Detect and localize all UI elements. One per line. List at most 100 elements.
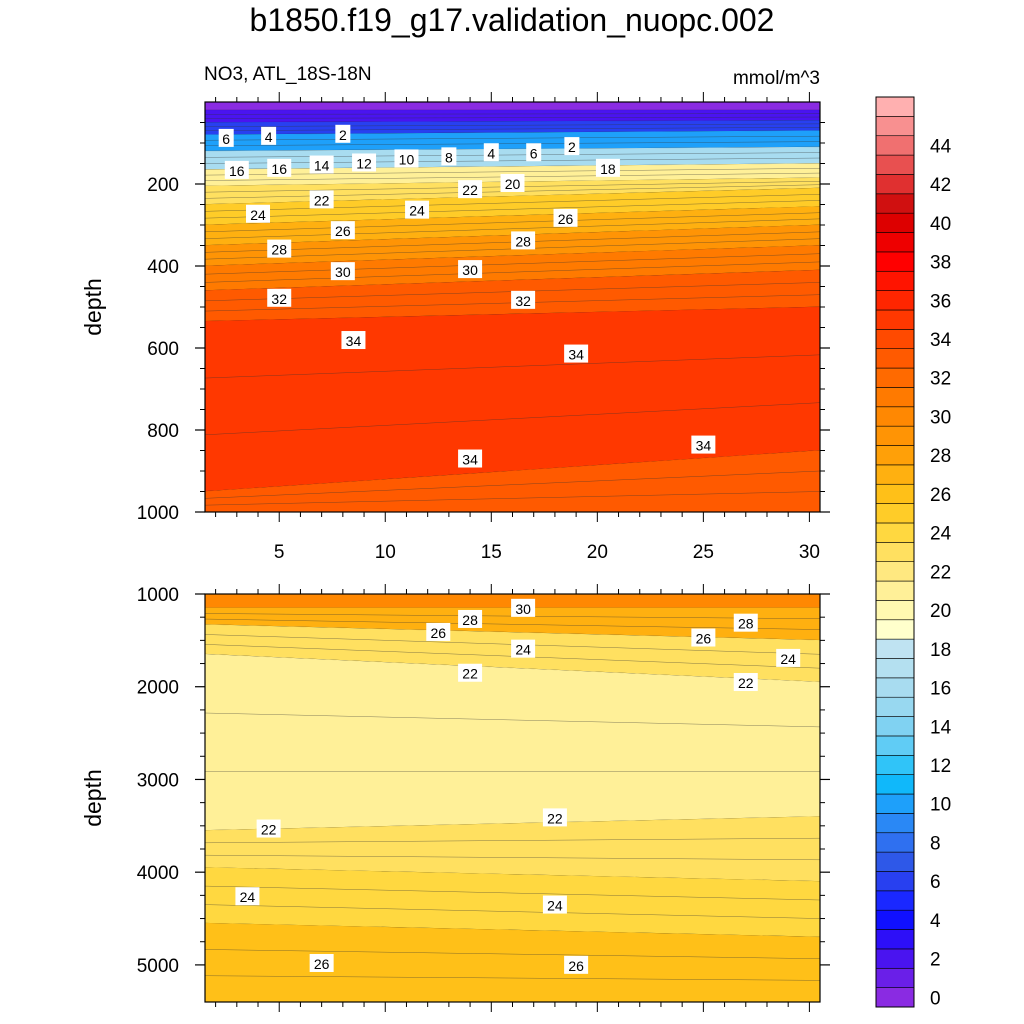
contour-label-bg <box>500 174 525 192</box>
colorbar-box <box>875 425 915 446</box>
colorbar-tick-label: 30 <box>930 407 951 428</box>
contour-line <box>205 402 820 436</box>
contour-label: 6 <box>530 145 538 161</box>
contour-label: 26 <box>430 625 446 641</box>
x-tick-label: 15 <box>481 542 502 563</box>
contour-label-bg <box>564 137 580 156</box>
colorbar-box <box>875 348 915 369</box>
colorbar-box <box>875 619 915 640</box>
colorbar-box <box>875 793 915 814</box>
contour-label: 28 <box>515 233 531 249</box>
colorbar-tick-label: 2 <box>930 950 941 971</box>
colorbar-tick-label: 10 <box>930 795 951 816</box>
contour-line <box>205 253 820 275</box>
contour-label-bg <box>218 128 234 147</box>
contour-label-bg <box>267 239 292 258</box>
contour-line <box>205 904 820 919</box>
colorbar-box <box>875 696 915 717</box>
y-tick-label: 1000 <box>137 503 179 524</box>
y-tick-label: 400 <box>147 257 179 278</box>
x-tick-label: 30 <box>799 542 820 563</box>
contour-label: 34 <box>462 452 478 468</box>
contour-line <box>205 123 820 127</box>
colorbar-tick-label: 38 <box>930 253 951 274</box>
colorbar-box <box>875 464 915 485</box>
contour-band <box>205 654 820 831</box>
contour-label: 4 <box>265 129 273 145</box>
colorbar-tick-label: 22 <box>930 562 951 583</box>
colorbar-tick-label: 28 <box>930 446 951 467</box>
colorbar-box <box>875 735 915 756</box>
colorbar-box <box>875 406 915 427</box>
contour-label-bg <box>341 331 366 350</box>
contour-label-bg <box>526 143 542 162</box>
colorbar-box <box>875 851 915 872</box>
y-tick-label: 1000 <box>137 585 179 606</box>
colorbar-box <box>875 600 915 621</box>
contour-line <box>205 168 820 176</box>
contour-label-bg <box>441 147 457 166</box>
colorbar-box <box>875 658 915 679</box>
colorbar-box <box>875 387 915 408</box>
colorbar-box <box>875 716 915 737</box>
contour-label-bg <box>261 126 277 145</box>
contour-band <box>205 922 820 1002</box>
y-tick-label: 200 <box>147 175 179 196</box>
colorbar-tick-label: 20 <box>930 601 951 622</box>
colorbar-box <box>875 832 915 853</box>
contour-label: 28 <box>738 616 754 632</box>
chart-title: b1850.f19_g17.validation_nuopc.002 <box>249 2 775 38</box>
colorbar-box <box>875 309 915 330</box>
contour-line <box>205 712 820 728</box>
contour-band <box>205 187 820 226</box>
colorbar-frame <box>875 96 915 1008</box>
colorbar-box <box>875 270 915 291</box>
colorbar-box <box>875 677 915 698</box>
colorbar-box <box>875 193 915 214</box>
contour-label-bg <box>733 673 758 692</box>
contour-label-bg <box>224 160 249 179</box>
contour-label: 26 <box>696 631 712 647</box>
contour-line <box>205 470 820 499</box>
contour-band <box>205 816 820 882</box>
contour-line <box>205 618 820 630</box>
colorbar-box <box>875 135 915 156</box>
y-axis-label: depth <box>80 278 106 336</box>
contour-line <box>205 157 820 164</box>
contour-label-bg <box>458 260 483 279</box>
contour-label: 26 <box>558 211 574 227</box>
contour-line <box>205 837 820 844</box>
colorbar-tick-label: 34 <box>930 330 952 351</box>
contour-label-bg <box>542 808 567 827</box>
colorbar-box <box>875 754 915 775</box>
colorbar-box <box>875 174 915 195</box>
contour-label: 32 <box>271 291 287 307</box>
contour-label-bg <box>553 208 578 227</box>
contour-label: 22 <box>314 192 330 208</box>
contour-label: 22 <box>462 666 478 682</box>
contour-band <box>205 245 820 291</box>
contour-label: 32 <box>515 293 531 309</box>
contour-line <box>205 194 820 212</box>
contour-label-bg <box>330 221 355 240</box>
contour-label-bg <box>511 598 536 617</box>
contour-label-bg <box>458 609 483 628</box>
contour-label-bg <box>776 648 801 667</box>
contour-label: 24 <box>250 207 266 223</box>
contour-label-bg <box>691 435 716 454</box>
colorbar-box <box>875 580 915 601</box>
contour-label: 30 <box>335 264 351 280</box>
contour-label: 28 <box>271 242 287 258</box>
colorbar-box <box>875 290 915 311</box>
contour-label-bg <box>595 158 620 177</box>
contour-label-bg <box>405 200 430 219</box>
contour-label: 24 <box>515 642 531 658</box>
colorbar-tick-label: 26 <box>930 485 951 506</box>
colorbar-tick-label: 4 <box>930 911 941 932</box>
subtitle-variable-region: NO3, ATL_18S-18N <box>204 64 372 85</box>
colorbar-box <box>875 890 915 911</box>
contour-label: 26 <box>335 223 351 239</box>
contour-line <box>205 212 820 233</box>
contour-label-bg <box>235 887 260 906</box>
